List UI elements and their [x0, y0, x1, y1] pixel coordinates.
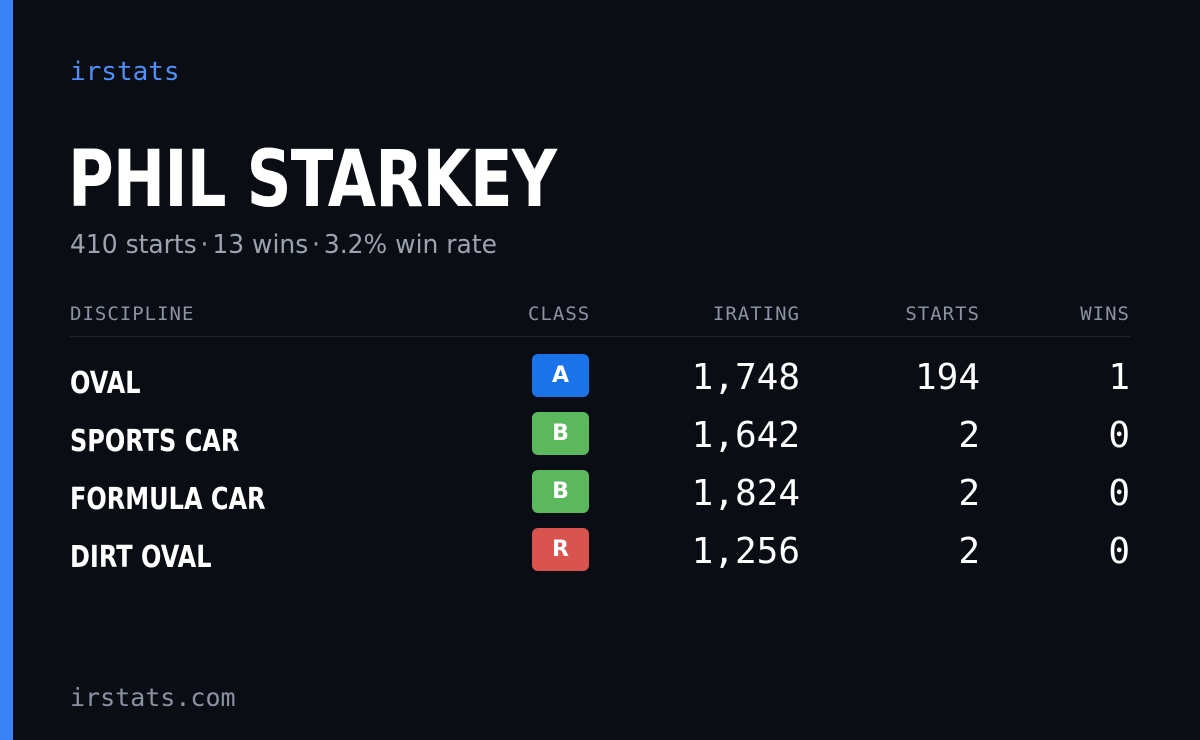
- class-badge: A: [532, 354, 589, 397]
- header-starts: STARTS: [905, 303, 980, 325]
- row-wins: 0: [1108, 531, 1130, 572]
- row-starts: 2: [958, 473, 980, 514]
- row-irating: 1,256: [691, 531, 800, 572]
- driver-name: PHIL STARKEY: [68, 135, 557, 225]
- summary-separator: ·: [312, 230, 320, 260]
- row-wins: 1: [1108, 357, 1130, 398]
- row-irating: 1,642: [691, 415, 800, 456]
- summary-starts: 410 starts: [70, 230, 197, 260]
- header-class: CLASS: [528, 303, 591, 325]
- row-irating: 1,824: [691, 473, 800, 514]
- table-header: DISCIPLINE CLASS IRATING STARTS WINS: [70, 300, 1130, 337]
- summary-separator: ·: [200, 230, 209, 260]
- header-wins: WINS: [1080, 303, 1130, 325]
- header-irating: IRATING: [712, 303, 800, 325]
- table-row-sports-car: SPORTS CAR B 1,642 2 0: [70, 412, 1130, 470]
- row-discipline: FORMULA CAR: [70, 482, 266, 517]
- class-badge: R: [532, 528, 589, 571]
- table-row-oval: OVAL A 1,748 194 1: [70, 354, 1130, 412]
- brand-logo-text[interactable]: irstats: [70, 57, 180, 87]
- row-starts: 2: [958, 531, 980, 572]
- footer-url[interactable]: irstats.com: [70, 683, 236, 712]
- header-discipline: DISCIPLINE: [70, 303, 195, 325]
- driver-summary: 410 starts · 13 wins · 3.2% win rate: [70, 228, 497, 262]
- row-wins: 0: [1108, 415, 1130, 456]
- row-discipline: SPORTS CAR: [70, 424, 240, 459]
- class-badge: B: [532, 470, 589, 513]
- row-discipline: DIRT OVAL: [70, 540, 212, 575]
- row-starts: 194: [914, 357, 980, 398]
- row-discipline: OVAL: [70, 366, 141, 401]
- table-row-dirt-oval: DIRT OVAL R 1,256 2 0: [70, 528, 1130, 586]
- row-starts: 2: [958, 415, 980, 456]
- row-wins: 0: [1108, 473, 1130, 514]
- accent-bar: [0, 0, 13, 740]
- row-irating: 1,748: [691, 357, 800, 398]
- summary-win-rate: 3.2% win rate: [323, 230, 497, 260]
- summary-wins: 13 wins: [212, 230, 309, 260]
- table-row-formula-car: FORMULA CAR B 1,824 2 0: [70, 470, 1130, 528]
- class-badge: B: [532, 412, 589, 455]
